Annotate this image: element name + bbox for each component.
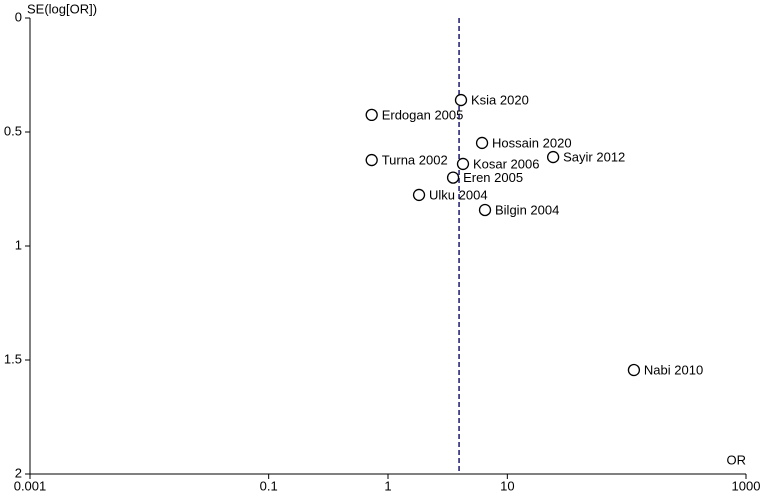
- point-label: Eren 2005: [463, 170, 523, 185]
- y-tick-label: 0: [15, 9, 22, 24]
- point: [456, 157, 470, 171]
- point: [365, 108, 378, 122]
- y-tick-label: 2: [15, 465, 22, 480]
- y-tick-label: 1: [15, 237, 22, 252]
- point-label: Ksia 2020: [471, 93, 529, 108]
- point-label: Erdogan 2005: [382, 107, 464, 122]
- point: [627, 363, 641, 377]
- y-axis-label: SE(log[OR]): [27, 1, 97, 16]
- point-label: Nabi 2010: [644, 362, 703, 377]
- point: [365, 153, 378, 167]
- point-label: Ulku 2004: [429, 187, 488, 202]
- point: [546, 150, 560, 164]
- point-label: Hossain 2020: [492, 135, 572, 150]
- point-label: Kosar 2006: [473, 156, 540, 171]
- x-axis-label: OR: [727, 452, 747, 467]
- point-label: Sayir 2012: [563, 150, 625, 165]
- point: [478, 203, 492, 217]
- x-tick-label: 1: [384, 478, 391, 493]
- point: [412, 188, 426, 202]
- x-tick-label: 1000: [732, 478, 761, 493]
- x-tick-label: 0.001: [14, 478, 47, 493]
- x-tick-label: 0.1: [260, 478, 278, 493]
- point: [446, 171, 460, 184]
- point: [454, 93, 468, 107]
- y-tick-label: 0.5: [4, 123, 22, 138]
- y-tick-label: 1.5: [4, 351, 22, 366]
- point-label: Bilgin 2004: [495, 202, 559, 217]
- point-label: Turna 2002: [382, 152, 448, 167]
- x-tick-label: 10: [500, 478, 514, 493]
- point: [475, 136, 489, 150]
